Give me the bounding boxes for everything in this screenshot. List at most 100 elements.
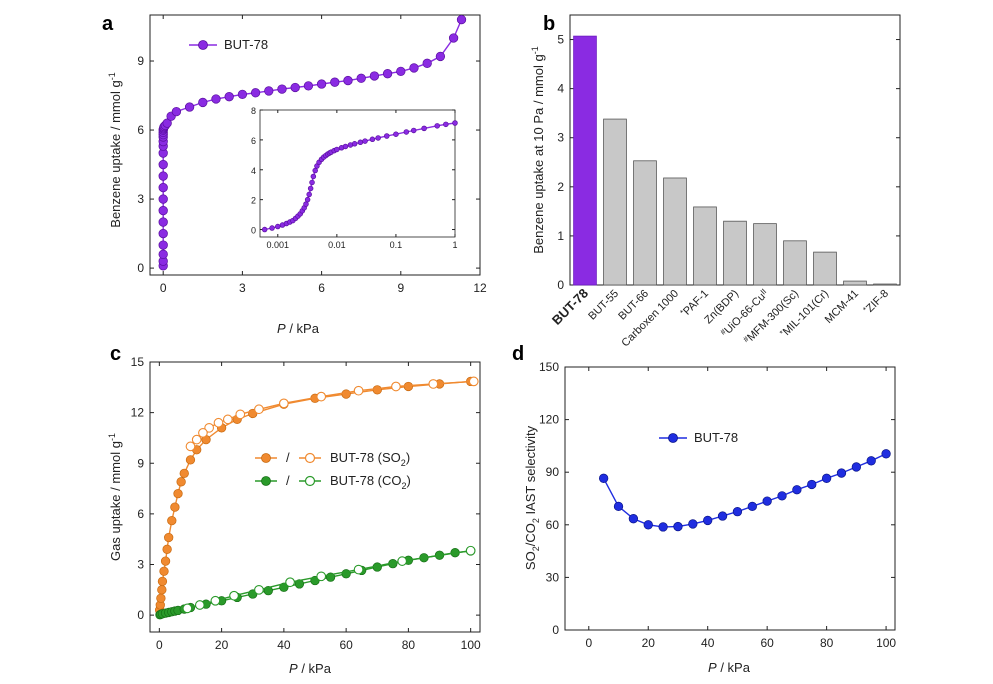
series-a-point-24 [171, 106, 182, 117]
series-c1-point-9 [213, 417, 224, 428]
series-c3-point-9 [182, 603, 193, 614]
x-tick-label-d-1: 20 [642, 636, 656, 650]
y-title-sup-b: -1 [530, 46, 540, 54]
series-c1-point-1 [428, 379, 439, 389]
series-a-point-26 [198, 97, 208, 108]
inset-a: 0.001 0.01 0.1 1 0 2 4 6 8 [251, 106, 458, 250]
series-a-point-31 [264, 86, 274, 96]
legend-marker-co2-ads [261, 476, 271, 486]
inset-series-point-2 [275, 223, 281, 230]
series-c3-point-2 [353, 564, 364, 575]
x-tick-label-d-0: 0 [585, 636, 592, 650]
axis-ticks-c: 0 20 40 60 80 100 0 3 6 9 12 15 [131, 355, 481, 652]
x-tick-label-c-4: 80 [402, 638, 416, 652]
legend-label-co2-sub: 2 [402, 481, 407, 491]
x-tick-label-c-3: 60 [339, 638, 353, 652]
inset-series-point-15 [307, 185, 314, 192]
inset-series-point-13 [304, 196, 311, 203]
y-tick-label-d-4: 120 [539, 413, 559, 427]
y-tick-label-c-3: 9 [137, 456, 144, 470]
y-title-main-c: Gas uptake / mmol g [108, 441, 123, 561]
series-c3-point-7 [210, 595, 221, 606]
series-a-point-42 [409, 63, 419, 73]
inset-series-point-33 [357, 139, 364, 146]
y-tick-label-a-3: 9 [137, 54, 144, 68]
y-tick-label-d-2: 60 [546, 518, 560, 532]
series-d-point-18 [866, 456, 876, 466]
legend-label-a: BUT-78 [224, 37, 268, 52]
series-c3-point-5 [254, 584, 264, 595]
y-axis-title-a: Benzene uptake / mmol g-1 [107, 72, 123, 227]
inset-series-point-38 [393, 131, 399, 137]
x-tick-label-d-3: 60 [760, 636, 774, 650]
series-a-point-40 [382, 69, 393, 79]
series-a-point-27 [211, 94, 221, 104]
series-a-point-33 [290, 82, 300, 93]
inset-frame [259, 109, 456, 238]
series-c3-point-0 [465, 545, 476, 556]
bar-3 [663, 177, 687, 286]
inset-series-point-1 [269, 225, 275, 231]
x-tick-label-inset-1: 0.01 [328, 240, 346, 250]
legend-label-so2: BUT-78 (SO2) [330, 450, 410, 468]
legend-marker-a [198, 40, 208, 50]
series-c1-point-13 [185, 441, 196, 452]
series-a-point-35 [316, 79, 327, 89]
category-main-0: BUT-78 [549, 286, 591, 328]
series-c0-point-5 [159, 566, 169, 576]
bar-9 [843, 280, 867, 286]
series-a [158, 14, 467, 271]
x-tick-label-c-0: 0 [156, 638, 163, 652]
x-tick-label-a-0: 0 [160, 281, 167, 295]
series-a-point-38 [356, 73, 366, 83]
bars-b [573, 35, 897, 286]
y-tick-label-b-4: 4 [557, 82, 564, 96]
series-a-point-36 [330, 77, 340, 87]
legend-marker-so2-des [304, 452, 316, 464]
legend-a: BUT-78 [189, 37, 268, 52]
series-a-point-5 [158, 217, 168, 227]
series-d-point-4 [658, 522, 668, 532]
category-postsup-6: II [759, 287, 769, 297]
x-tick-label-a-1: 3 [239, 281, 246, 295]
legend-label-co2-close: ) [407, 473, 411, 488]
series-c0-point-7 [162, 544, 172, 554]
panel-letter-b: b [543, 13, 555, 35]
y-tick-label-d-0: 0 [552, 623, 559, 637]
series-c1-point-7 [235, 409, 246, 420]
x-axis-title-a: P / kPa [277, 321, 320, 336]
series-a-point-32 [277, 84, 287, 94]
inset-series-point-43 [443, 121, 449, 128]
legend-marker-co2-des [304, 475, 316, 487]
series-a-point-44 [435, 51, 446, 62]
series-d-point-10 [747, 501, 757, 512]
series-d-point-19 [881, 449, 891, 459]
series-a-point-41 [396, 66, 406, 77]
inset-series-point-12 [303, 201, 309, 207]
inset-series-point-18 [312, 167, 318, 174]
category-main-10: ZIF-8 [864, 288, 891, 315]
series-d-point-11 [762, 496, 772, 506]
category-label-1: BUT-55 [586, 288, 621, 323]
inset-series-point-36 [375, 135, 381, 141]
series-d-point-7 [703, 515, 713, 526]
series-c0-point-14 [185, 455, 196, 465]
bar-7 [783, 240, 807, 286]
bar-4 [693, 206, 717, 286]
series-c1-point-2 [391, 381, 401, 392]
series-a-point-22 [162, 118, 172, 128]
legend-slash-co2: / [286, 473, 290, 488]
legend-label-so2-close: ) [406, 450, 410, 465]
x-axis-title-d: P / kPa [708, 660, 751, 675]
y-tick-label-c-1: 3 [137, 558, 144, 572]
series-c2-point-15 [279, 582, 289, 592]
series-c3-point-8 [194, 600, 205, 610]
category-label-0: BUT-78 [549, 286, 591, 328]
category-sup-6: # [718, 327, 728, 337]
series-d-line [602, 453, 887, 528]
y-tick-label-inset-2: 4 [251, 166, 256, 176]
x-tick-label-inset-0: 0.001 [267, 240, 290, 250]
series-c0-line [159, 380, 471, 611]
